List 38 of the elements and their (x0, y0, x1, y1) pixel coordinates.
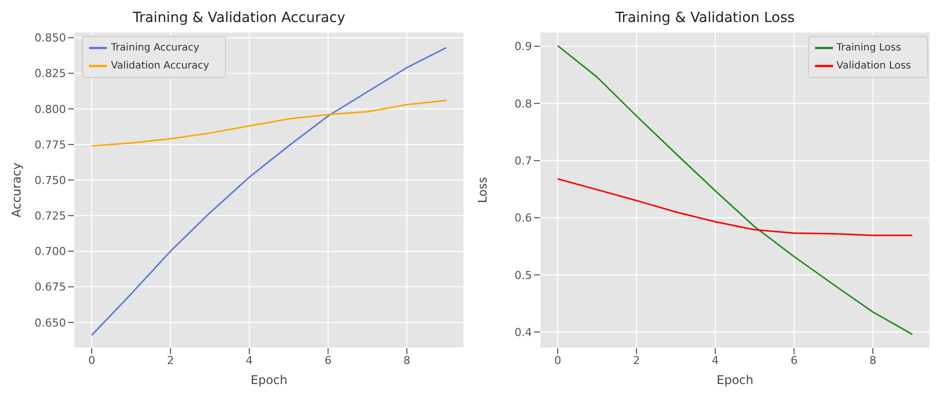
chart-title: Training & Validation Accuracy (132, 9, 346, 28)
x-tick-label: 6 (324, 354, 332, 367)
x-tick-label: 4 (712, 354, 719, 367)
x-tick-label: 2 (633, 354, 640, 367)
legend-label: Validation Accuracy (111, 60, 210, 72)
y-tick-label: 0.825 (34, 67, 66, 80)
y-axis-title: Loss (475, 176, 490, 204)
line-series (556, 178, 914, 236)
x-tick-label: 6 (790, 354, 798, 367)
y-tick-label: 0.850 (34, 32, 66, 45)
line-series (556, 44, 914, 336)
y-tick-label: 0.700 (34, 245, 66, 258)
y-tick-label: 0.6 (514, 212, 532, 225)
line-series (90, 100, 448, 147)
x-tick-label: 0 (554, 354, 562, 367)
y-tick-label: 0.775 (34, 138, 66, 152)
y-tick-label: 0.750 (34, 174, 66, 187)
y-axis-title: Accuracy (9, 162, 24, 218)
x-tick-label: 2 (167, 354, 174, 367)
legend-label: Validation Loss (836, 60, 911, 72)
y-tick-label: 0.675 (34, 280, 66, 294)
x-tick-label: 4 (246, 354, 253, 367)
x-tick-label: 0 (88, 354, 96, 367)
legend-label: Training Accuracy (111, 42, 200, 54)
y-tick-label: 0.4 (514, 326, 532, 339)
chart-title: Training & Validation Loss (614, 9, 796, 28)
x-axis-title: Epoch (716, 373, 754, 387)
y-tick-label: 0.8 (514, 97, 532, 110)
y-tick-label: 0.800 (34, 102, 66, 116)
y-tick-label: 0.9 (514, 40, 532, 54)
x-tick-label: 8 (869, 354, 876, 367)
x-tick-label: 8 (403, 354, 410, 367)
y-tick-label: 0.7 (514, 154, 532, 168)
y-tick-label: 0.650 (34, 316, 66, 330)
y-tick-label: 0.5 (514, 268, 532, 282)
x-axis-title: Epoch (250, 373, 288, 387)
legend-label: Training Loss (836, 42, 902, 54)
y-tick-label: 0.725 (34, 210, 66, 223)
